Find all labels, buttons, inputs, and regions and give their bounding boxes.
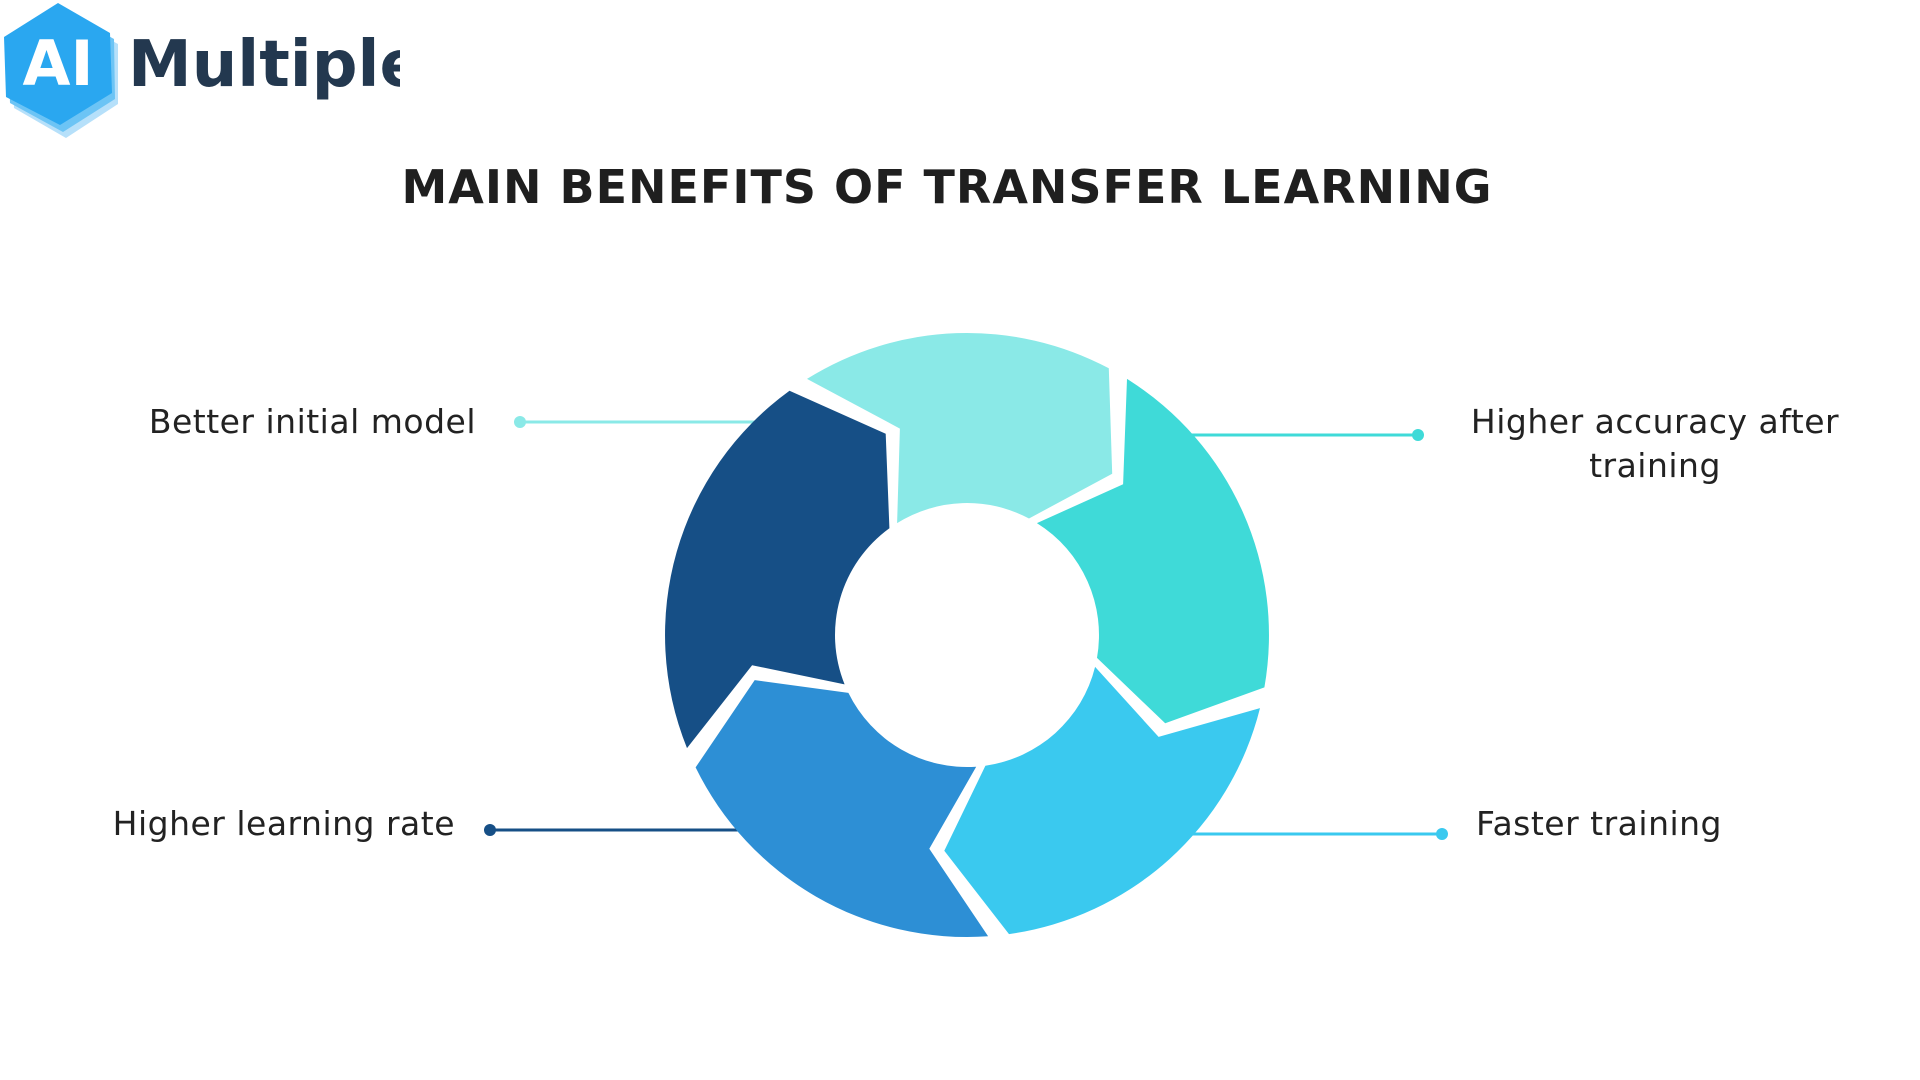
cycle-segment-3 [944, 666, 1260, 935]
label-higher-accuracy-after-training: Higher accuracy after training [1470, 402, 1840, 485]
label-higher-learning-rate: Higher learning rate [112, 804, 455, 843]
connector-dot-higher-accuracy [1412, 429, 1424, 441]
connector-dot-higher-learning-rate [484, 824, 496, 836]
logo-prefix: AI [22, 27, 93, 100]
logo-hexagon [4, 3, 112, 125]
logo-name: Multiple [128, 28, 400, 102]
cycle-segment-4 [695, 680, 989, 938]
connector-dot-better-initial-model [514, 416, 526, 428]
aimultiple-logo: AI Multiple [4, 3, 400, 138]
cycle-ring [665, 332, 1269, 938]
cycle-segment-1 [807, 332, 1113, 524]
label-faster-training: Faster training [1476, 804, 1723, 843]
cycle-segment-5 [665, 390, 890, 749]
connector-dot-faster-training [1436, 828, 1448, 840]
page-title: MAIN BENEFITS OF TRANSFER LEARNING [401, 160, 1493, 214]
cycle-segment-2 [1036, 378, 1269, 724]
label-better-initial-model: Better initial model [148, 402, 476, 441]
